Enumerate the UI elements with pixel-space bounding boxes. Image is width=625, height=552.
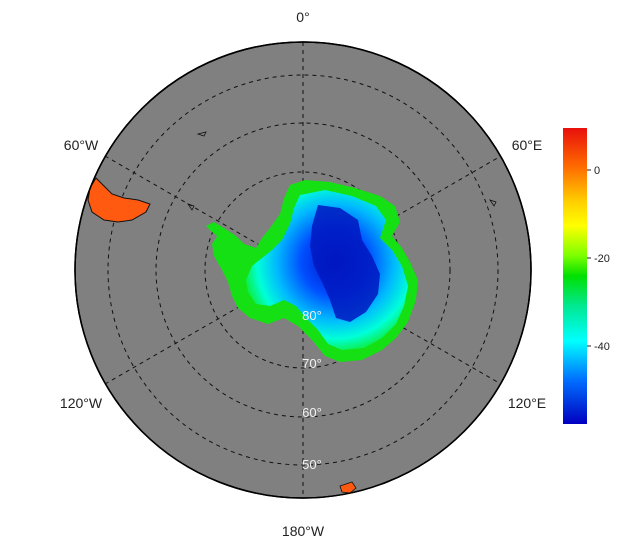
lon-label-120w: 120°W — [60, 395, 103, 411]
lat-label-80: 80° — [302, 308, 322, 323]
colorbar — [563, 128, 587, 424]
island-south-georgia — [339, 481, 357, 494]
south-america-tip — [87, 177, 151, 223]
lon-label-0: 0° — [296, 9, 309, 25]
colorbar-label-minus20: -20 — [594, 253, 610, 265]
island-small-1 — [196, 131, 207, 137]
lon-label-120e: 120°E — [508, 395, 546, 411]
island-kerguelen — [489, 199, 497, 207]
lat-label-60: 60° — [302, 405, 322, 420]
colorbar-label-minus40: -40 — [594, 341, 610, 353]
lon-label-60e: 60°E — [512, 137, 543, 153]
antarctic-peninsula — [206, 222, 246, 252]
colorbar-ticks — [587, 169, 591, 347]
globe-outline — [74, 41, 532, 499]
lon-label-60w: 60°W — [64, 137, 99, 153]
island-small-2 — [187, 203, 195, 211]
ice-sheet-core — [310, 205, 380, 322]
colorbar-label-0: 0 — [594, 165, 600, 177]
lon-label-180w: 180°W — [282, 523, 325, 539]
lat-label-70: 70° — [302, 356, 322, 371]
lat-label-50: 50° — [302, 457, 322, 472]
